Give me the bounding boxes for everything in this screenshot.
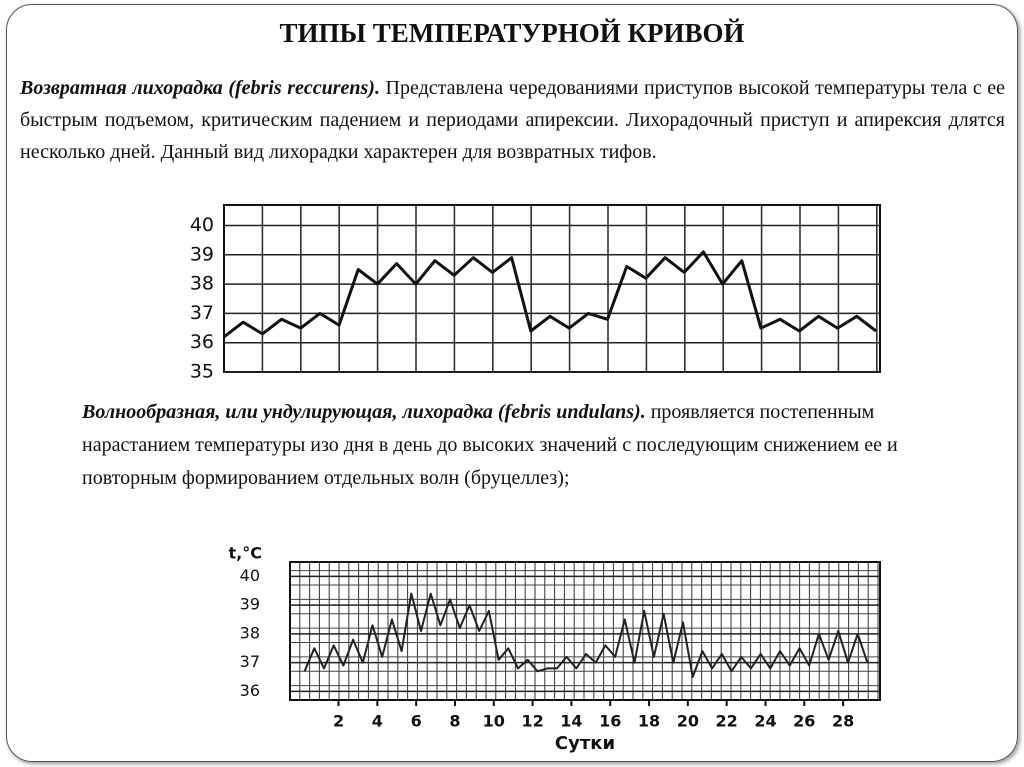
y-tick-label: 39 <box>190 243 214 265</box>
paragraph: Волнообразная, или ундулирующая, лихорад… <box>82 396 962 495</box>
y-tick-label: 37 <box>190 302 214 324</box>
y-tick-label: 40 <box>190 214 214 236</box>
x-tick-label: 28 <box>832 712 854 731</box>
y-tick-label: 36 <box>240 681 260 700</box>
slide-title: ТИПЫ ТЕМПЕРАТУРНОЙ КРИВОЙ <box>279 18 745 48</box>
x-tick-label: 22 <box>716 712 738 731</box>
plot-border <box>289 561 881 701</box>
paragraph-text: проявляется постепенным нарастанием темп… <box>82 401 898 489</box>
plot-border <box>223 204 881 373</box>
x-tick-label: 2 <box>333 712 344 731</box>
y-tick-label: 40 <box>240 566 260 585</box>
y-tick-label: 39 <box>240 595 260 614</box>
y-tick-label: 38 <box>240 623 260 642</box>
temperature-line <box>223 250 877 338</box>
y-tick-label: 35 <box>190 361 214 383</box>
y-tick-label: 38 <box>190 273 214 295</box>
paragraph: Возвратная лихорадка (febris reccurens).… <box>20 72 1005 168</box>
x-tick-label: 12 <box>521 712 543 731</box>
y-axis-label: t,°C <box>229 544 262 563</box>
paragraph-text: Представлена чередованиями приступов выс… <box>20 77 1006 163</box>
x-tick-label: 18 <box>638 712 660 731</box>
x-tick-label: 24 <box>754 712 776 731</box>
paragraph-lead: Возвратная лихорадка (febris reccurens). <box>20 77 380 99</box>
x-tick-label: 10 <box>483 712 505 731</box>
y-tick-label: 36 <box>190 331 214 353</box>
paragraph-lead: Волнообразная, или ундулирующая, лихорад… <box>82 401 646 423</box>
x-tick-label: 16 <box>599 712 621 731</box>
x-tick-label: 20 <box>677 712 699 731</box>
y-tick-label: 37 <box>240 652 260 671</box>
x-tick-label: 6 <box>411 712 422 731</box>
x-axis-label: Сутки <box>555 733 615 754</box>
x-tick-label: 8 <box>449 712 460 731</box>
x-tick-label: 4 <box>372 712 383 731</box>
slide-frame <box>6 4 1018 762</box>
x-tick-label: 26 <box>793 712 815 731</box>
x-tick-label: 14 <box>560 712 582 731</box>
temperature-line <box>303 592 869 678</box>
